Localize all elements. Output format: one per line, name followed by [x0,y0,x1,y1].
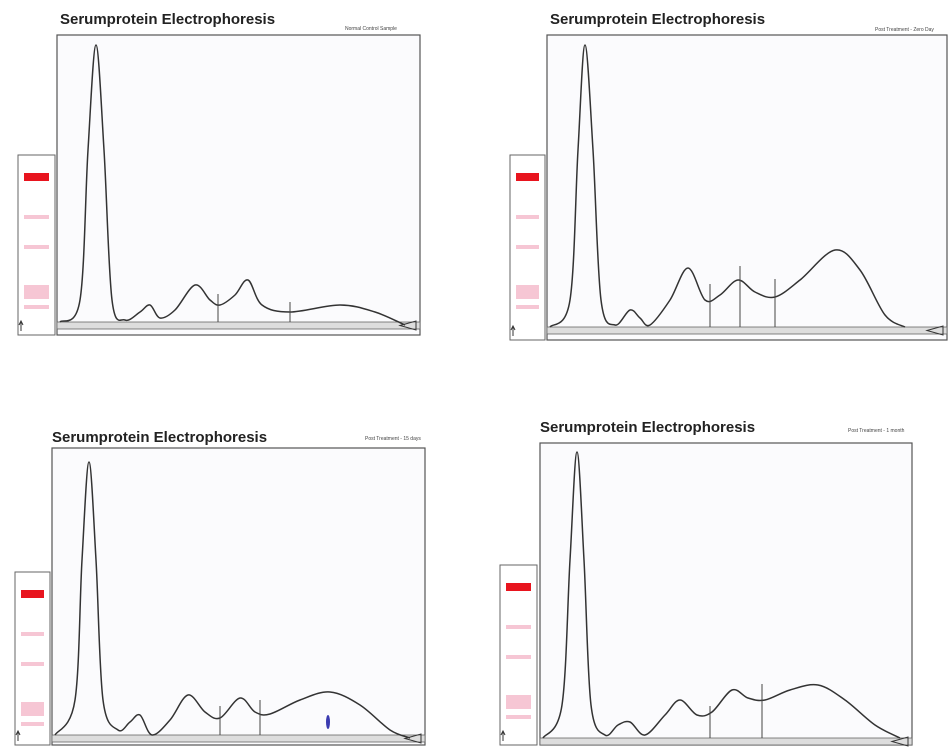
globulin-band [506,625,531,629]
panel-subtitle: Post Treatment - 1 month [848,428,905,434]
globulin-band [24,245,49,249]
panel-title: Serumprotein Electrophoresis [52,429,267,446]
plot-frame [540,443,912,745]
globulin-band [21,662,44,666]
globulin-band [506,715,531,719]
panel-subtitle: Normal Control Sample [345,26,397,32]
globulin-band [24,215,49,219]
albumin-band [516,173,539,181]
panel-title: Serumprotein Electrophoresis [60,11,275,28]
plot-frame [52,448,425,745]
baseline-strip [52,735,425,742]
baseline-strip [540,738,912,745]
panel-title: Serumprotein Electrophoresis [540,419,755,436]
panel-subtitle: Post Treatment - 15 days [365,436,421,442]
baseline-strip [547,327,947,334]
albumin-band [24,173,49,181]
electrophoresis-panel: Serumprotein Electrophoresis Post Treatme… [510,11,947,340]
albumin-band [21,590,44,598]
globulin-band [21,632,44,636]
electrophoresis-panel: Serumprotein Electrophoresis Normal Contr… [18,11,420,335]
figure: Serumprotein Electrophoresis Normal Contr… [0,0,949,754]
globulin-band [21,702,44,716]
albumin-band [506,583,531,591]
panel-title: Serumprotein Electrophoresis [550,11,765,28]
electrophoresis-panel: Serumprotein Electrophoresis Post Treatme… [500,419,912,746]
pen-mark [326,715,330,729]
globulin-band [506,695,531,709]
globulin-band [516,245,539,249]
electrophoresis-panel: Serumprotein Electrophoresis Post Treatme… [15,429,425,745]
globulin-band [24,285,49,299]
globulin-band [516,215,539,219]
plot-frame [547,35,947,340]
globulin-band [516,285,539,299]
panel-subtitle: Post Treatment - Zero Day [875,27,934,33]
baseline-strip [57,322,420,329]
globulin-band [21,722,44,726]
globulin-band [24,305,49,309]
globulin-band [516,305,539,309]
globulin-band [506,655,531,659]
